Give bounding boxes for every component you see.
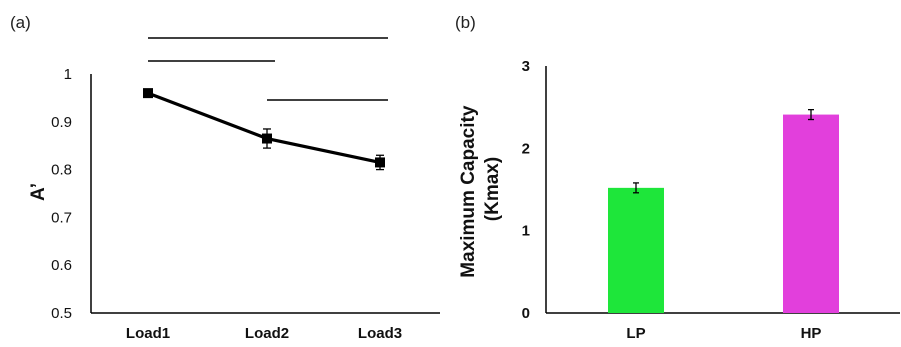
panel-b-y-tick-label: 3 <box>522 58 530 75</box>
panel-a-y-tick-label: 0.5 <box>51 305 72 322</box>
panel-a-y-tick-label: 0.9 <box>51 114 72 131</box>
panel-a: (a) A’ 0.5 0.6 0.7 0.8 0.9 1 Load1 Load2 Load3 <box>10 13 440 342</box>
panel-a-y-tick-label: 0.8 <box>51 162 72 179</box>
panel-b-x-category-label: LP <box>626 325 645 342</box>
panel-a-data-point <box>262 133 272 144</box>
panel-b-y-tick-label: 1 <box>522 223 530 240</box>
panel-b-y-axis-label: Maximum Capacity (Kmax) <box>458 100 503 277</box>
panel-b-y-tick-label: 2 <box>522 140 530 157</box>
panel-a-y-axis-label: A’ <box>28 183 49 201</box>
panel-b-y-tick-label: 0 <box>522 305 530 322</box>
panel-b-label: (b) <box>455 13 476 32</box>
panel-a-x-category-label: Load2 <box>245 325 289 342</box>
panel-b-bar <box>783 114 839 314</box>
panel-a-label: (a) <box>10 13 31 32</box>
panel-b-x-category-label: HP <box>801 325 822 342</box>
panel-a-y-tick-label: 0.6 <box>51 257 72 274</box>
panel-b-y-axis-label-line-1: Maximum Capacity <box>458 105 479 278</box>
panel-a-series-line <box>147 91 381 164</box>
panel-a-data-point <box>375 157 385 168</box>
panel-b-bar <box>608 187 664 313</box>
panel-a-data-point <box>143 88 153 99</box>
panel-a-y-tick-label: 0.7 <box>51 209 72 226</box>
panel-a-x-category-label: Load1 <box>126 325 170 342</box>
panel-a-y-tick-label: 1 <box>64 66 72 83</box>
panel-b: (b) Maximum Capacity (Kmax) 0 1 2 3 LP HP <box>455 13 900 342</box>
panel-b-y-axis-label-line-2: (Kmax) <box>482 157 503 221</box>
panel-a-x-category-label: Load3 <box>358 325 402 342</box>
